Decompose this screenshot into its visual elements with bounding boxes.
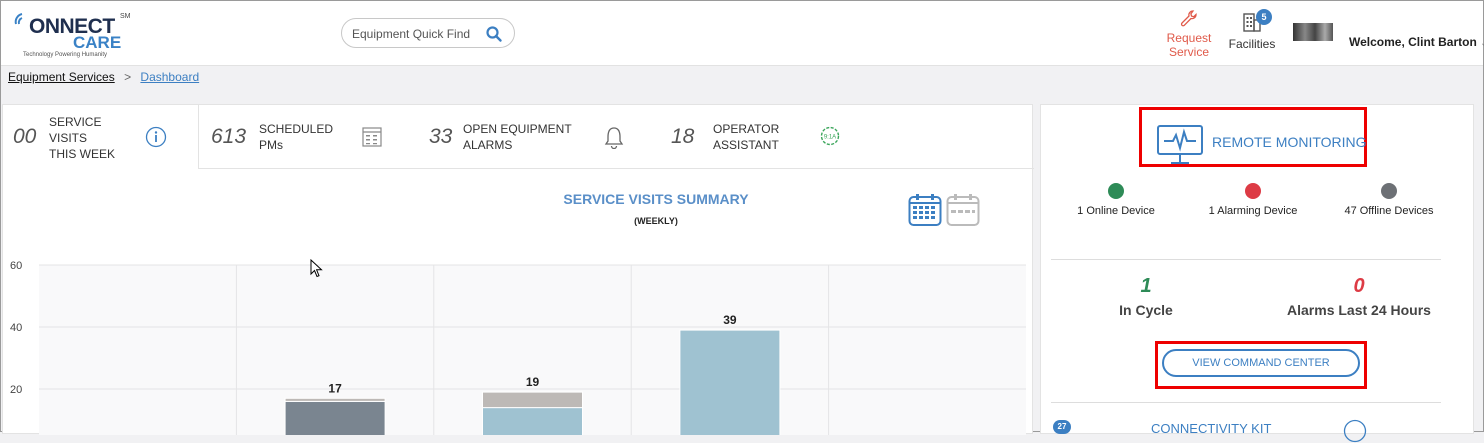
- connectivity-kit-badge: 27: [1053, 420, 1071, 434]
- logo-sm: SM: [120, 13, 131, 20]
- breadcrumb-dashboard[interactable]: Dashboard: [140, 70, 200, 84]
- facilities-button[interactable]: 5 Facilities: [1225, 9, 1279, 51]
- tab-operator-assistant-count: 18: [671, 125, 695, 148]
- alarming-device-label: 1 Alarming Device: [1208, 205, 1298, 217]
- in-cycle-value: 1: [1140, 275, 1152, 297]
- y-tick-label: 60: [10, 260, 22, 272]
- tab-scheduled-pms[interactable]: 613 SCHEDULED PMs: [199, 105, 399, 169]
- alarming-status-dot: [1245, 183, 1261, 199]
- tab-service-visits-label: SERVICE VISITS THIS WEEK: [49, 115, 116, 161]
- breadcrumb: Equipment Services > Dashboard: [8, 70, 199, 84]
- bar-total-label: 17: [328, 381, 342, 395]
- connect-care-logo[interactable]: ONNECT SM CARE Technology Powering Human…: [13, 9, 133, 61]
- equipment-quick-find: [341, 18, 515, 48]
- search-input[interactable]: [350, 25, 484, 43]
- offline-status-dot: [1381, 183, 1397, 199]
- weekly-calendar-icon[interactable]: [908, 193, 942, 227]
- online-status-dot: [1108, 183, 1124, 199]
- breadcrumb-equipment-services[interactable]: Equipment Services: [8, 70, 115, 84]
- alarms-24h-label: Alarms Last 24 Hours: [1287, 302, 1431, 318]
- request-service-line2: Service: [1168, 45, 1209, 59]
- logo-text-connect: ONNECT: [29, 15, 115, 38]
- service-visits-panel: 00 SERVICE VISITS THIS WEEK 613 SCHEDULED P…: [2, 104, 1034, 435]
- chevron-down-icon: ⌄: [1480, 38, 1484, 49]
- alarms-24h-value: 0: [1353, 275, 1365, 297]
- info-icon[interactable]: [1343, 419, 1367, 443]
- wifi-icon: [14, 13, 23, 25]
- calendar-grid-icon[interactable]: [361, 126, 383, 148]
- alarming-device-status[interactable]: 1 Alarming Device: [1178, 183, 1328, 217]
- in-cycle-stat: 1 In Cycle: [1046, 275, 1246, 318]
- tab-divider: [199, 168, 1034, 169]
- search-icon[interactable]: [485, 25, 503, 43]
- offline-device-status[interactable]: 47 Offline Devices: [1314, 183, 1464, 217]
- alarms-24h-stat: 0 Alarms Last 24 Hours: [1259, 275, 1459, 318]
- y-tick-label: 40: [10, 322, 22, 334]
- divider: [1051, 259, 1441, 260]
- online-device-label: 1 Online Device: [1077, 205, 1155, 217]
- wrench-icon: [1180, 10, 1197, 27]
- logo-text-care: CARE: [73, 33, 122, 52]
- view-command-center-button[interactable]: VIEW COMMAND CENTER: [1162, 349, 1360, 377]
- remote-monitoring-highlight: REMOTE MONITORING: [1139, 107, 1367, 167]
- tab-operator-assistant[interactable]: 18 OPERATOR ASSISTANT 9:1A: [649, 105, 869, 169]
- bar-segment: [482, 391, 583, 409]
- bar-segment: [284, 397, 386, 402]
- online-device-status[interactable]: 1 Online Device: [1041, 183, 1191, 217]
- breadcrumb-separator: >: [124, 70, 132, 84]
- tab-open-equipment-alarms[interactable]: 33 OPEN EQUIPMENT ALARMS: [399, 105, 649, 169]
- avatar[interactable]: [1293, 23, 1333, 41]
- logo-tagline: Technology Powering Humanity: [23, 52, 108, 58]
- summary-tabs: 00 SERVICE VISITS THIS WEEK 613 SCHEDULED P…: [3, 105, 1034, 169]
- bell-icon[interactable]: [603, 125, 625, 149]
- monthly-calendar-icon[interactable]: [946, 193, 980, 227]
- mouse-cursor-icon: [310, 259, 323, 278]
- tab-service-visits-count: 00: [13, 125, 37, 148]
- facilities-badge: 5: [1256, 9, 1272, 25]
- bar-segment: [679, 329, 781, 435]
- monitor-pulse-icon: [1157, 125, 1203, 164]
- info-icon[interactable]: [145, 126, 167, 148]
- view-command-center-highlight: VIEW COMMAND CENTER: [1155, 341, 1367, 389]
- tab-open-alarms-count: 33: [429, 125, 453, 148]
- divider: [1051, 402, 1441, 403]
- bar-segment: [284, 400, 386, 435]
- welcome-text: Welcome, Clint Barton: [1349, 35, 1477, 49]
- request-service-button[interactable]: Request Service: [1161, 9, 1217, 59]
- badge-icon[interactable]: 9:1A: [819, 125, 841, 147]
- remote-monitoring-title[interactable]: REMOTE MONITORING: [1212, 134, 1367, 150]
- chart-subtitle: (WEEKLY): [634, 216, 678, 226]
- bar-total-label: 39: [723, 313, 737, 327]
- request-service-line1: Request: [1166, 31, 1212, 45]
- in-cycle-label: In Cycle: [1119, 302, 1173, 318]
- svg-text:9:1A: 9:1A: [824, 135, 836, 141]
- plot-area: [39, 265, 1026, 435]
- top-header: ONNECT SM CARE Technology Powering Human…: [1, 1, 1484, 66]
- user-menu[interactable]: Welcome, Clint Barton ⌄: [1349, 35, 1484, 49]
- tab-scheduled-pms-label: SCHEDULED PMs: [259, 122, 334, 152]
- tab-service-visits[interactable]: 00 SERVICE VISITS THIS WEEK: [3, 105, 199, 169]
- remote-monitoring-panel: REMOTE MONITORING 1 Online Device 1 Alar…: [1040, 104, 1474, 443]
- building-icon: [1243, 13, 1261, 32]
- tab-scheduled-pms-count: 613: [211, 125, 247, 148]
- y-tick-label: 20: [10, 384, 22, 396]
- bar-segment: [482, 407, 583, 435]
- tab-operator-assistant-label: OPERATOR ASSISTANT: [713, 122, 780, 152]
- chart-title: SERVICE VISITS SUMMARY: [563, 191, 749, 207]
- bar-total-label: 19: [526, 375, 540, 389]
- facilities-label: Facilities: [1228, 37, 1276, 51]
- offline-device-label: 47 Offline Devices: [1344, 205, 1434, 217]
- tab-open-alarms-label: OPEN EQUIPMENT ALARMS: [463, 122, 572, 152]
- connectivity-kit-title[interactable]: CONNECTIVITY KIT: [1151, 421, 1272, 436]
